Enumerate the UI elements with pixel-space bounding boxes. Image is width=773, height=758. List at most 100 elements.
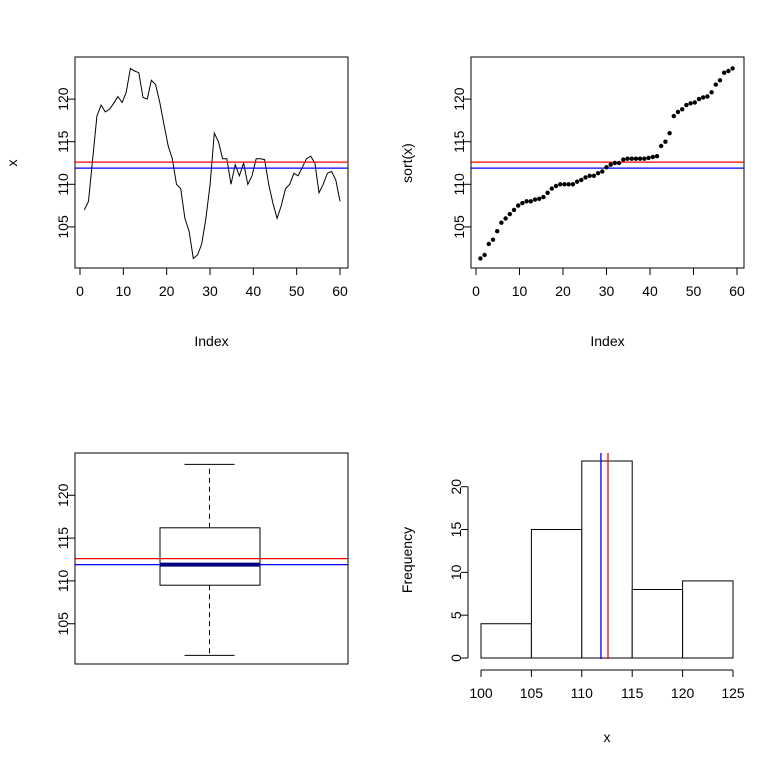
- x-tick-label: 60: [729, 283, 745, 299]
- data-point: [604, 165, 609, 170]
- data-point: [537, 196, 542, 201]
- data-point: [713, 82, 718, 87]
- x-tick-label: 50: [686, 283, 702, 299]
- data-point: [705, 94, 710, 99]
- histogram-plot: 0 5 10 15 20 100 105 110 115 120 125 Frequency x: [399, 453, 745, 745]
- box-plot: 105 110 115 120: [55, 452, 349, 665]
- y-tick-label: 5: [448, 611, 464, 619]
- data-point: [600, 169, 605, 174]
- x-tick-label: 50: [289, 283, 305, 299]
- data-point: [633, 156, 639, 161]
- data-point: [688, 101, 693, 106]
- data-point: [616, 160, 622, 166]
- data-point: [532, 197, 538, 202]
- y-tick-label: 15: [448, 522, 464, 538]
- data-point: [671, 113, 676, 119]
- data-point: [663, 139, 668, 144]
- series-line: [83, 67, 341, 260]
- series-line-plot: 105 110 115 120 0 10 20 30 40 50 60 x Index: [4, 56, 349, 349]
- data-point: [507, 211, 512, 217]
- data-point: [583, 175, 588, 180]
- y-tick-label: 115: [451, 130, 467, 153]
- data-point: [574, 179, 580, 184]
- data-point: [730, 66, 735, 71]
- y-tick-label: 0: [448, 654, 464, 662]
- data-point: [717, 78, 723, 83]
- x-tick-label: 100: [469, 685, 493, 701]
- y-tick-label: 20: [448, 479, 464, 495]
- histogram-bar: [682, 580, 734, 659]
- histogram-bar: [581, 460, 633, 659]
- x-tick-label: 20: [555, 283, 571, 299]
- y-tick-label: 105: [55, 215, 71, 239]
- data-point: [499, 220, 504, 225]
- y-tick-label: 105: [451, 215, 467, 239]
- x-axis-label: Index: [590, 333, 624, 349]
- x-tick-label: 115: [621, 685, 644, 701]
- y-axis-label: Frequency: [399, 527, 415, 593]
- y-tick-label: 115: [55, 130, 71, 153]
- x-tick-label: 10: [512, 283, 528, 299]
- data-point: [595, 171, 601, 176]
- data-point: [608, 162, 613, 167]
- x-tick-label: 120: [671, 685, 695, 701]
- data-point: [541, 194, 546, 200]
- data-point: [503, 216, 508, 221]
- data-point: [625, 156, 630, 161]
- data-point: [478, 256, 483, 261]
- x-tick-label: 30: [202, 283, 218, 299]
- data-point: [654, 154, 660, 159]
- data-point: [659, 143, 664, 149]
- y-tick-label: 120: [55, 87, 71, 111]
- data-point: [486, 241, 491, 247]
- x-tick-label: 0: [472, 283, 480, 299]
- data-point: [549, 186, 554, 191]
- data-point: [591, 173, 597, 178]
- data-point: [612, 160, 618, 166]
- data-point: [516, 203, 521, 208]
- x-tick-label: 10: [116, 283, 132, 299]
- data-point: [587, 173, 592, 178]
- data-point: [726, 68, 731, 74]
- x-tick-label: 0: [76, 283, 84, 299]
- data-point: [646, 155, 651, 161]
- x-tick-label: 105: [520, 685, 544, 701]
- data-point: [558, 182, 563, 187]
- data-point: [650, 154, 655, 160]
- data-point: [621, 157, 626, 162]
- y-axis-label: x: [4, 160, 20, 167]
- y-tick-label: 110: [55, 570, 71, 593]
- data-point: [696, 96, 702, 102]
- data-point: [692, 100, 697, 105]
- x-tick-label: 110: [571, 685, 594, 701]
- x-axis-label: Index: [194, 333, 228, 349]
- data-point: [684, 102, 689, 108]
- data-point: [667, 131, 672, 136]
- x-tick-label: 40: [642, 283, 658, 299]
- data-point: [524, 199, 529, 204]
- y-tick-label: 115: [55, 527, 71, 550]
- data-point: [722, 70, 727, 75]
- histogram-bar: [631, 588, 684, 659]
- data-point: [579, 177, 584, 183]
- y-tick-label: 105: [55, 612, 71, 636]
- y-tick-label: 120: [451, 87, 467, 111]
- data-point: [701, 95, 706, 100]
- x-tick-label: 20: [159, 283, 175, 299]
- data-point: [566, 182, 571, 187]
- data-point: [562, 182, 567, 187]
- iqr-box: [159, 527, 261, 586]
- x-tick-label: 125: [721, 685, 745, 701]
- data-point: [709, 90, 714, 95]
- x-tick-label: 30: [599, 283, 615, 299]
- data-point: [629, 156, 634, 161]
- data-point: [553, 183, 559, 189]
- data-point: [570, 182, 576, 187]
- data-point: [675, 109, 681, 115]
- data-point: [637, 156, 643, 161]
- x-tick-label: 60: [332, 283, 348, 299]
- data-point: [511, 207, 517, 213]
- data-point: [495, 229, 500, 234]
- x-tick-label: 40: [246, 283, 262, 299]
